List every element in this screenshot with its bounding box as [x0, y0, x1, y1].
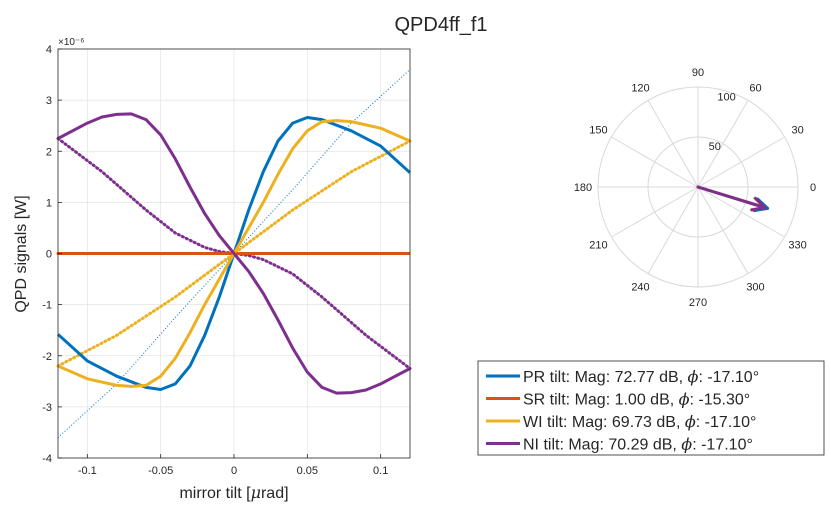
legend-entry: WI tilt: Mag: 69.73 dB, ϕ: -17.10°	[486, 412, 756, 431]
legend-entry: PR tilt: Mag: 72.77 dB, ϕ: -17.10°	[486, 367, 759, 386]
line-chart: -0.1 -0.05 0 0.05 0.1 -4 -3 -2 -1 0 1 2 3 4 ×10⁻⁶ mir…	[13, 37, 412, 502]
y-tick-label: 3	[46, 95, 52, 107]
polar-spoke	[697, 100, 749, 188]
y-tick-label: -2	[42, 351, 52, 363]
polar-chart: 0 30 60 90 120 150 180 210 240 270 300 330 50 100	[574, 67, 816, 309]
y-tick-label: 2	[46, 146, 52, 158]
polar-vector	[696, 185, 767, 210]
polar-spoke	[697, 186, 749, 274]
polar-angle-label: 90	[692, 67, 704, 79]
legend-label: PR tilt: Mag: 72.77 dB, ϕ: -17.10°	[523, 367, 759, 386]
legend: PR tilt: Mag: 72.77 dB, ϕ: -17.10° SR til…	[477, 360, 825, 456]
polar-angle-label: 30	[791, 125, 803, 137]
axis-ticks: -0.1 -0.05 0 0.05 0.1 -4 -3 -2 -1 0 1 2 3 4	[42, 44, 388, 477]
legend-label: WI tilt: Mag: 69.73 dB, ϕ: -17.10°	[523, 412, 756, 431]
polar-angle-label: 270	[689, 297, 707, 309]
x-tick-label: -0.1	[78, 465, 97, 477]
polar-spoke	[647, 186, 699, 274]
polar-angle-label: 330	[788, 240, 806, 252]
y-exponent-label: ×10⁻⁶	[58, 37, 84, 48]
y-tick-label: 0	[46, 249, 52, 261]
legend-label: SR tilt: Mag: 1.00 dB, ϕ: -15.30°	[523, 390, 750, 409]
polar-angle-label: 300	[746, 282, 764, 294]
x-tick-label: 0	[231, 465, 237, 477]
polar-angle-label: 210	[589, 240, 607, 252]
series-group	[56, 69, 412, 438]
polar-spoke	[697, 186, 785, 238]
polar-spoke	[611, 136, 699, 188]
polar-angle-label: 150	[589, 125, 607, 137]
x-tick-label: -0.05	[148, 465, 173, 477]
y-tick-label: -1	[42, 300, 52, 312]
y-axis-label: QPD signals [W]	[13, 195, 30, 312]
y-tick-label: -3	[42, 402, 52, 414]
legend-entry: SR tilt: Mag: 1.00 dB, ϕ: -15.30°	[486, 390, 750, 409]
x-axis-label: mirror tilt [μrad]	[179, 483, 288, 502]
polar-angle-label: 0	[810, 182, 816, 194]
legend-box	[477, 360, 825, 456]
y-tick-label: 4	[46, 44, 52, 56]
polar-angle-label: 60	[749, 82, 761, 94]
polar-angle-label: 180	[574, 182, 592, 194]
series-line	[57, 112, 411, 395]
figure-title: QPD4ff_f1	[394, 14, 487, 36]
x-tick-label: 0.1	[373, 465, 388, 477]
polar-arrowhead	[750, 196, 767, 212]
polar-spoke	[611, 186, 699, 238]
polar-radial-label: 100	[717, 92, 735, 104]
legend-label: NI tilt: Mag: 70.29 dB, ϕ: -17.10°	[523, 435, 753, 454]
polar-angle-label: 240	[631, 282, 649, 294]
polar-spoke	[647, 100, 699, 188]
polar-angle-label: 120	[631, 82, 649, 94]
polar-radial-label: 50	[709, 141, 721, 153]
polar-spoke	[697, 136, 785, 188]
y-tick-label: 1	[46, 197, 52, 209]
y-tick-label: -4	[42, 453, 52, 465]
x-tick-label: 0.05	[297, 465, 318, 477]
legend-entry: NI tilt: Mag: 70.29 dB, ϕ: -17.10°	[486, 435, 753, 454]
